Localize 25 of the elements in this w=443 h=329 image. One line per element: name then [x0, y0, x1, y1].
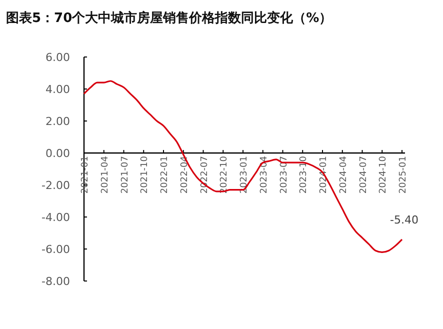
- x-tick-label: 2022-04: [180, 156, 190, 194]
- chart-title: 图表5：70个大中城市房屋销售价格指数同比变化（%）: [6, 10, 332, 26]
- annotation: -5.40: [390, 213, 418, 226]
- y-tick-label: 6.00: [46, 50, 70, 64]
- y-tick-label: -4.00: [42, 210, 70, 224]
- x-tick-label: 2021-01: [80, 156, 90, 194]
- x-tick-label: 2024-10: [378, 156, 389, 194]
- y-tick-label: 2.00: [46, 114, 70, 128]
- x-tick-label: 2022-07: [200, 156, 210, 194]
- y-tick-label: -8.00: [42, 274, 70, 288]
- y-tick-label: -6.00: [42, 242, 70, 256]
- x-tick-label: 2023-04: [259, 156, 270, 194]
- x-tick-label: 2024-07: [358, 156, 369, 194]
- x-tick-label: 2021-04: [100, 156, 110, 194]
- x-tick-label: 2025-01: [398, 156, 408, 194]
- x-tick-label: 2023-07: [279, 156, 290, 194]
- x-tick-label: 2024-04: [338, 156, 349, 194]
- x-tick-label: 2022-01: [160, 156, 170, 194]
- x-tick-label: 2021-10: [140, 156, 150, 194]
- y-tick-label: 0.00: [46, 146, 70, 160]
- x-tick-label: 2022-10: [220, 156, 230, 194]
- y-tick-label: -2.00: [42, 178, 70, 192]
- y-tick-label: 4.00: [46, 82, 70, 96]
- x-tick-label: 2021-07: [120, 156, 130, 194]
- x-tick-label: 2023-10: [299, 156, 310, 194]
